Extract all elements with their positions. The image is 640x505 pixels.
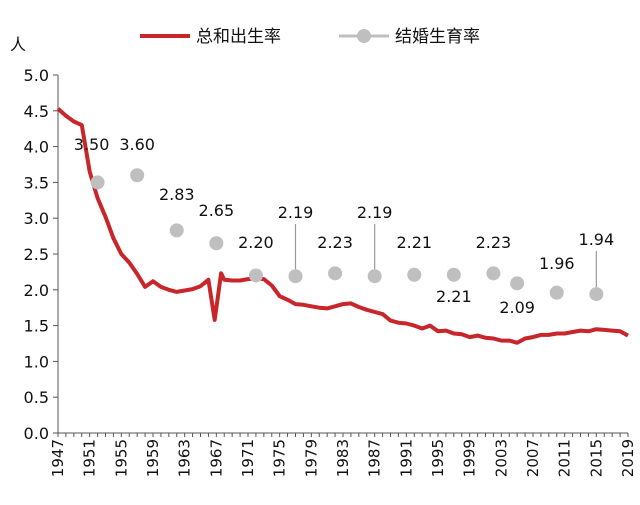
legend-label-marital-fertility: 结婚生育率: [395, 27, 480, 47]
x-tick-label: 1979: [302, 439, 320, 477]
marker-marital-fertility: [169, 223, 184, 238]
x-tick-label: 2003: [492, 439, 510, 477]
x-tick-label: 2019: [619, 439, 637, 477]
series-line-total-fertility: [56, 107, 629, 345]
data-label: 2.19: [357, 203, 393, 222]
data-label: 2.65: [199, 201, 235, 220]
y-tick-label: 1.0: [24, 352, 49, 371]
y-tick-label: 2.5: [24, 245, 49, 264]
y-tick-label: 1.5: [24, 317, 49, 336]
data-label: 2.09: [499, 298, 535, 317]
data-label: 3.50: [74, 135, 110, 154]
y-tick-label: 0.5: [24, 388, 49, 407]
x-tick-label: 1987: [366, 439, 384, 477]
legend-swatch-marital-fertility: [357, 29, 371, 43]
x-tick-label: 2015: [587, 439, 605, 477]
y-tick-label: 4.5: [24, 102, 49, 121]
x-tick-label: 1959: [144, 439, 162, 477]
legend-label-total-fertility: 总和出生率: [196, 27, 281, 47]
x-tick-label: 1967: [207, 439, 225, 477]
plot-area: [56, 107, 629, 345]
y-tick-label: 3.5: [24, 173, 49, 192]
y-tick-label: 5.0: [24, 66, 49, 85]
data-label: 2.19: [278, 203, 314, 222]
x-tick-label: 1999: [461, 439, 479, 477]
x-tick-label: 2011: [556, 439, 574, 477]
marker-marital-fertility: [407, 267, 422, 282]
marker-marital-fertility: [328, 266, 343, 281]
data-label: 1.96: [539, 254, 575, 273]
x-tick-label: 1971: [239, 439, 257, 477]
data-label: 2.21: [396, 233, 432, 252]
marker-marital-fertility: [288, 269, 303, 284]
x-tick-label: 1995: [429, 439, 447, 477]
x-tick-label: 1955: [112, 439, 130, 477]
y-tick-label: 2.0: [24, 281, 49, 300]
data-label: 3.60: [119, 135, 155, 154]
data-label: 2.21: [436, 287, 472, 306]
axes: 0.0 0.5 1.0 1.5 2.0 2.5 3.0 3.5 4.0 4.5 5.0 1947 195…: [24, 66, 637, 477]
marker-marital-fertility: [486, 266, 501, 281]
x-tick-label: 2007: [524, 439, 542, 477]
marker-marital-fertility: [248, 268, 263, 283]
x-tick-label: 1991: [397, 439, 415, 477]
x-tick-label: 1951: [81, 439, 99, 477]
data-labels: 3.50 3.602.832.652.202.192.232.192.212.21…: [74, 135, 614, 317]
x-tick-label: 1963: [176, 439, 194, 477]
marker-marital-fertility: [446, 267, 461, 282]
data-label: 2.23: [317, 233, 353, 252]
data-label: 2.23: [476, 233, 512, 252]
data-label: 2.83: [159, 185, 195, 204]
marker-marital-fertility: [549, 285, 564, 300]
y-tick-label: 4.0: [24, 138, 49, 157]
x-tick-label: 1983: [334, 439, 352, 477]
marker-marital-fertility: [589, 287, 604, 302]
data-label: 2.20: [238, 233, 274, 252]
marker-marital-fertility: [510, 276, 525, 291]
x-tick-label: 1947: [49, 439, 67, 477]
data-label: 1.94: [579, 230, 615, 249]
y-axis-unit-label: 人: [10, 35, 26, 54]
x-tick-label: 1975: [271, 439, 289, 477]
marker-marital-fertility: [209, 236, 224, 251]
marker-marital-fertility: [367, 269, 382, 284]
marker-marital-fertility: [130, 168, 145, 183]
marker-marital-fertility: [90, 175, 105, 190]
legend: 总和出生率 结婚生育率: [140, 27, 480, 47]
y-tick-label: 0.0: [24, 424, 49, 443]
y-tick-label: 3.0: [24, 209, 49, 228]
